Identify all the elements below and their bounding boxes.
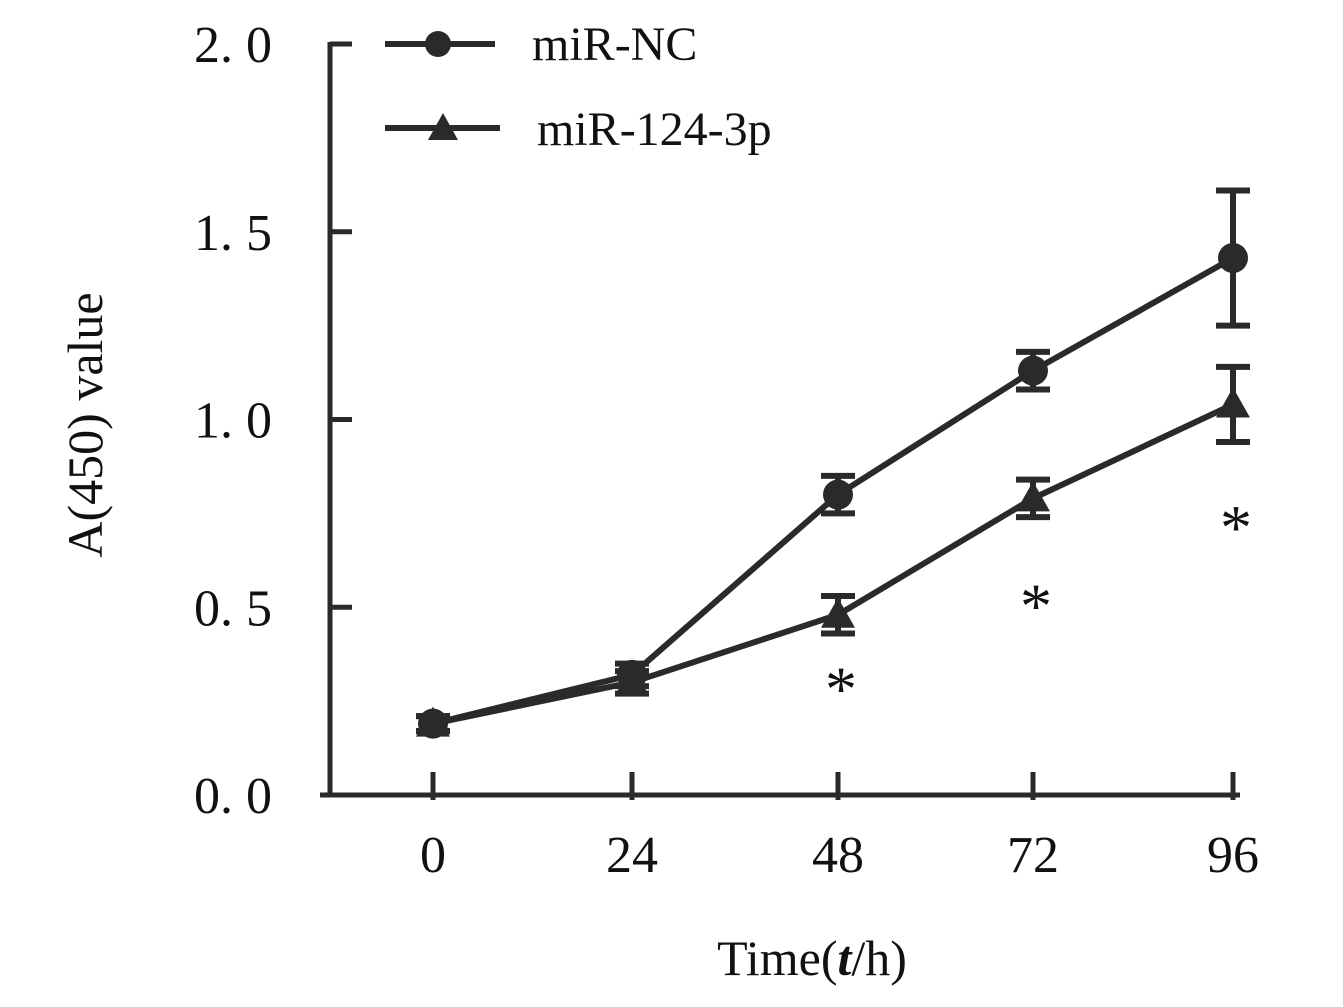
x-tick-label: 24 bbox=[606, 827, 658, 884]
legend-marker-circle bbox=[425, 31, 451, 57]
x-tick-label: 72 bbox=[1007, 827, 1059, 884]
legend: miR-NC miR-124-3p bbox=[385, 18, 772, 156]
significance-marker: * bbox=[1220, 492, 1252, 563]
data-point-triangle bbox=[615, 665, 649, 696]
series-miR-124-3p bbox=[416, 363, 1250, 737]
legend-item-miR-NC: miR-NC bbox=[385, 18, 697, 71]
annotations: * * * bbox=[825, 492, 1252, 724]
x-ticks: 0 24 48 72 96 bbox=[420, 772, 1259, 884]
y-tick-label: 1. 5 bbox=[194, 205, 272, 262]
x-axis-label-suffix: /h) bbox=[851, 930, 907, 986]
x-axis-label: Time(t/h) bbox=[717, 930, 907, 986]
data-point-triangle bbox=[416, 706, 450, 737]
y-tick-label: 0. 0 bbox=[194, 768, 272, 825]
x-axis-label-prefix: Time( bbox=[717, 930, 837, 986]
data-point-circle bbox=[1018, 355, 1048, 386]
legend-label-miR-124-3p: miR-124-3p bbox=[537, 103, 772, 156]
data-point-circle bbox=[1218, 243, 1248, 274]
y-axis-label: A(450) value bbox=[57, 292, 113, 557]
data-point-triangle bbox=[821, 597, 855, 628]
x-tick-label: 96 bbox=[1207, 827, 1259, 884]
y-tick-label: 0. 5 bbox=[194, 580, 272, 637]
legend-item-miR-124-3p: miR-124-3p bbox=[385, 103, 772, 156]
data-point-triangle bbox=[1216, 387, 1250, 418]
legend-label-miR-NC: miR-NC bbox=[532, 18, 697, 71]
legend-marker-triangle bbox=[428, 113, 458, 140]
x-tick-label: 0 bbox=[420, 827, 446, 884]
data-point-circle bbox=[823, 479, 853, 510]
series-layer bbox=[416, 187, 1250, 739]
axes bbox=[320, 42, 1240, 798]
significance-marker: * bbox=[825, 653, 857, 724]
x-tick-label: 48 bbox=[812, 827, 864, 884]
y-tick-label: 1. 0 bbox=[194, 393, 272, 450]
significance-marker: * bbox=[1020, 571, 1052, 642]
y-ticks: 0. 0 0. 5 1. 0 1. 5 2. 0 bbox=[194, 17, 352, 825]
data-point-triangle bbox=[1016, 481, 1050, 512]
y-tick-label: 2. 0 bbox=[194, 17, 272, 74]
x-axis-label-variable: t bbox=[837, 930, 853, 986]
